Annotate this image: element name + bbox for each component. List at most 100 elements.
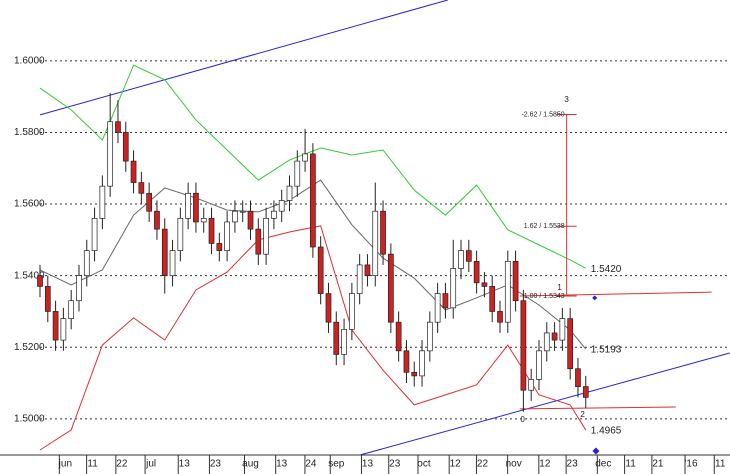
candle-body	[582, 386, 589, 398]
fib-label: -2.62 / 1.5850	[521, 111, 564, 118]
x-tick-label: 23	[389, 459, 401, 470]
wave-label: 3	[564, 95, 569, 104]
candle-body	[536, 350, 542, 380]
candle-body	[458, 250, 464, 269]
x-tick-label: 24	[305, 459, 317, 470]
x-tick-label: 12	[539, 459, 551, 470]
candle-body	[395, 321, 402, 352]
band-line	[39, 225, 587, 451]
candle-body	[528, 379, 535, 391]
candle-body	[317, 246, 324, 294]
candle-body	[122, 132, 129, 162]
candle-body	[130, 160, 137, 183]
candle-body	[161, 228, 168, 276]
candle-body	[294, 160, 301, 187]
candle-body	[169, 250, 176, 276]
candle-body	[310, 153, 316, 248]
candle-body	[224, 221, 230, 251]
candle-body	[567, 318, 574, 370]
candle-body	[575, 368, 581, 387]
candle-body	[559, 318, 566, 341]
x-tick-label: sep	[328, 459, 345, 470]
candle-body	[255, 228, 262, 255]
x-tick-label: 22	[477, 459, 489, 470]
trend-line	[359, 352, 730, 456]
candle-body	[426, 321, 433, 352]
x-tick-label: 11	[625, 459, 636, 470]
candle-body	[465, 250, 472, 262]
candle-body	[44, 286, 51, 312]
y-tick-label: 1.5000	[14, 413, 45, 424]
candle-body	[68, 300, 75, 319]
candle-body	[216, 243, 223, 251]
candle-body	[512, 260, 519, 302]
x-tick-label: nov	[506, 459, 522, 470]
x-tick-label: 13	[362, 459, 374, 470]
x-tick-label: 23	[210, 459, 222, 470]
candle-body	[286, 185, 293, 201]
candle-body	[146, 192, 153, 212]
candle-body	[504, 260, 511, 323]
candle-body	[403, 350, 410, 373]
candle-body	[543, 332, 550, 352]
candle-body	[372, 210, 379, 276]
candle-body	[154, 210, 160, 230]
y-tick-label: 1.5400	[14, 270, 45, 281]
marker	[592, 295, 598, 301]
fib-label: 1.62 / 1.5538	[524, 223, 565, 230]
candle-body	[115, 121, 121, 133]
band-end-label: 1.4965	[591, 426, 622, 437]
x-tick-label: 11	[715, 459, 726, 470]
candle-body	[185, 192, 191, 219]
candle-body	[442, 293, 449, 309]
band-end-label: 1.5420	[591, 264, 622, 275]
candle-body	[263, 218, 269, 255]
candle-body	[52, 311, 59, 341]
x-tick-label: 21	[652, 459, 664, 470]
candle-body	[37, 275, 43, 287]
candle-body	[200, 218, 207, 223]
candle-body	[138, 182, 145, 194]
x-tick-label: 13	[179, 459, 191, 470]
candle-body	[333, 321, 340, 355]
wave-label: 0	[520, 415, 525, 424]
candle-body	[411, 371, 418, 377]
candle-body	[489, 286, 496, 312]
y-tick-label: 1.5200	[14, 342, 45, 353]
trend-line	[519, 291, 712, 297]
candle-body	[450, 268, 457, 309]
candle-body	[520, 300, 527, 391]
candle-body	[380, 210, 386, 255]
y-tick-label: 1.5800	[14, 127, 45, 138]
candle-body	[232, 210, 238, 223]
x-tick-label: 23	[567, 459, 579, 470]
candle-body	[434, 293, 441, 323]
candle-body	[349, 293, 355, 330]
candle-body	[551, 332, 558, 341]
candle-body	[419, 350, 425, 377]
candle-body	[247, 210, 254, 230]
wave-label: 1	[557, 283, 562, 292]
trend-line	[39, 0, 448, 116]
candle-body	[497, 311, 503, 323]
candle-body	[325, 293, 332, 323]
x-tick-label: oct	[417, 459, 431, 470]
candle-body	[302, 153, 308, 162]
candle-body	[239, 210, 246, 213]
y-tick-label: 1.5600	[14, 199, 45, 210]
fib-label: 1.00 / 1.5343	[524, 293, 565, 300]
x-tick-label: jun	[58, 459, 72, 470]
x-tick-label: 12	[450, 459, 462, 470]
candle-body	[341, 328, 347, 355]
candle-body	[356, 264, 363, 294]
candle-body	[177, 218, 184, 251]
candle-body	[107, 121, 114, 187]
wave-label: 2	[580, 410, 585, 419]
band-line	[39, 64, 586, 269]
y-tick-label: 1.6000	[14, 55, 45, 66]
candle-body	[364, 264, 371, 276]
band-end-label: 1.5193	[591, 345, 622, 356]
x-tick-label: jul	[145, 459, 156, 470]
